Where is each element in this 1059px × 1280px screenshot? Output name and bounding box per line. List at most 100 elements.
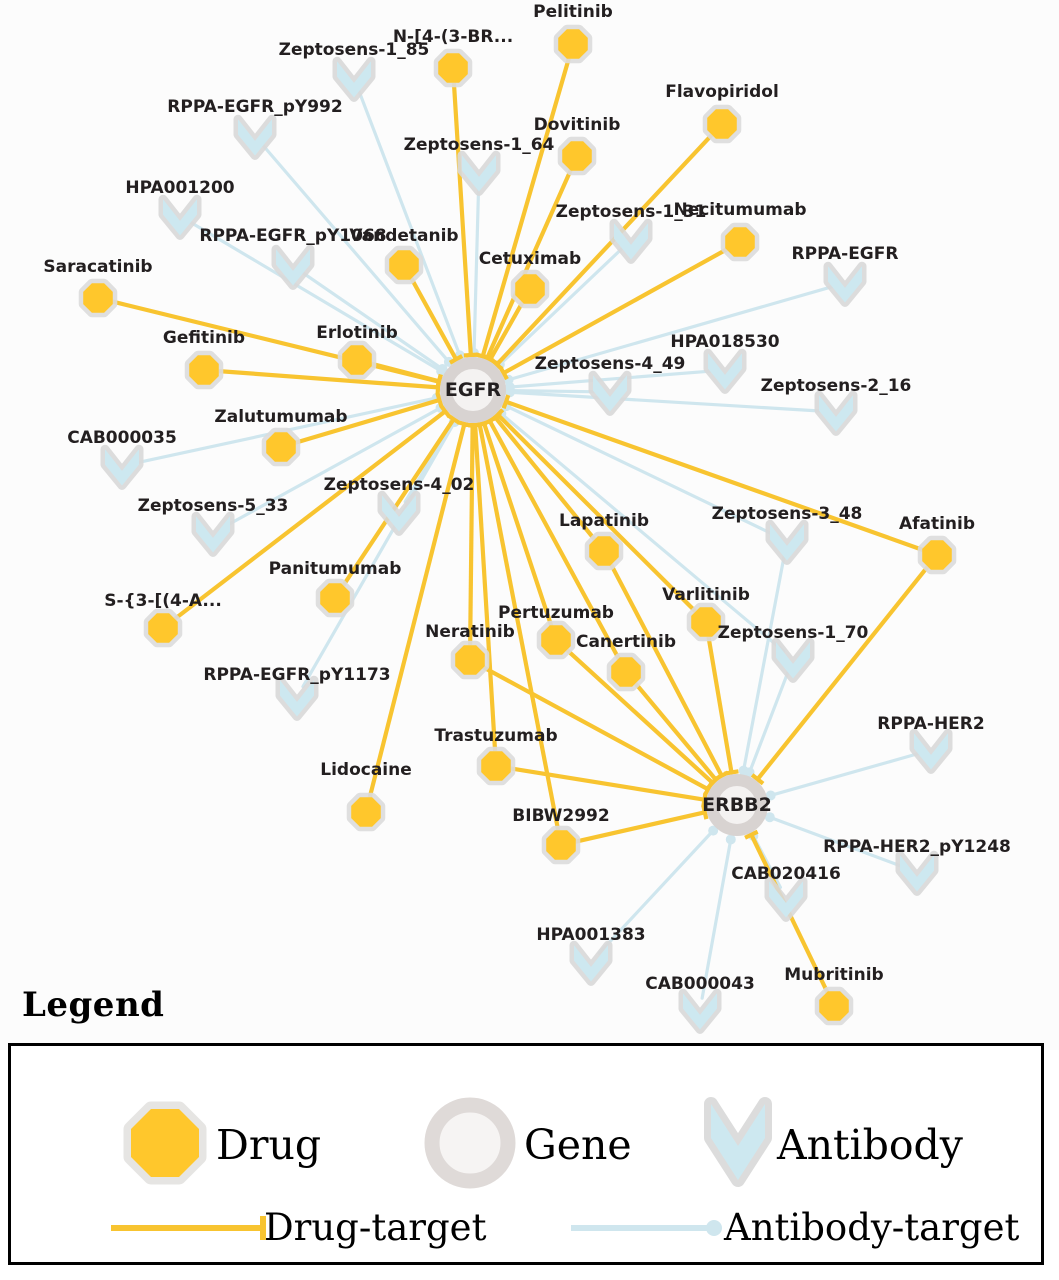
antibody-target-edge <box>508 388 600 394</box>
antibody-target-edge <box>301 271 445 371</box>
legend-label-antibody: Antibody <box>777 1121 963 1169</box>
drug-node[interactable] <box>143 608 183 648</box>
antibody-node[interactable] <box>275 675 319 721</box>
antibody-edge-endpoint <box>744 767 755 778</box>
antibody-node-label: RPPA-EGFR_pY1173 <box>203 665 390 685</box>
drug-node-label: Cetuximab <box>479 249 581 269</box>
drug-node[interactable] <box>584 531 624 571</box>
antibody-node[interactable] <box>569 940 613 986</box>
antibody-icon <box>337 61 371 98</box>
drug-node-label: Lapatinib <box>559 511 649 531</box>
antibody-node[interactable] <box>271 244 315 290</box>
drug-icon <box>351 797 381 827</box>
drug-node[interactable] <box>261 427 301 467</box>
antibody-node[interactable] <box>771 637 815 683</box>
antibody-icon <box>770 524 804 561</box>
drug-node[interactable] <box>606 652 646 692</box>
antibody-node[interactable] <box>377 490 421 536</box>
drug-icon <box>438 53 468 83</box>
legend-antibody-target-edge <box>571 1220 722 1236</box>
antibody-node[interactable] <box>765 519 809 565</box>
drug-target-edge <box>451 82 473 356</box>
antibody-node[interactable] <box>332 56 376 102</box>
antibody-node[interactable] <box>233 114 277 160</box>
antibody-target-edge <box>301 420 457 689</box>
drug-target-edge <box>510 766 705 802</box>
drug-icon <box>148 613 178 643</box>
legend-label-drug-target: Drug-target <box>264 1206 487 1249</box>
drug-target-edge <box>370 361 440 384</box>
drug-node[interactable] <box>433 48 473 88</box>
drug-node[interactable] <box>557 136 597 176</box>
antibody-node[interactable] <box>909 728 953 774</box>
antibody-node[interactable] <box>703 348 747 394</box>
drug-icon <box>589 536 619 566</box>
drug-node[interactable] <box>78 278 118 318</box>
antibody-node[interactable] <box>764 876 808 922</box>
antibody-icon <box>238 119 272 156</box>
gene-node[interactable] <box>440 357 506 423</box>
labels-layer: EGFR ERBB2 Zeptosens-1_85 RPPA-EGFR_pY992 Ze… <box>43 2 1010 994</box>
drug-node[interactable] <box>702 104 742 144</box>
drug-node[interactable] <box>346 792 386 832</box>
antibody-node[interactable] <box>158 194 202 240</box>
drug-node[interactable] <box>510 269 550 309</box>
antibody-node-label: RPPA-HER2 <box>877 714 984 734</box>
drug-target-edge <box>633 682 718 782</box>
drug-target-edge <box>609 563 724 777</box>
antibody-icon <box>382 495 416 532</box>
drug-node[interactable] <box>814 986 854 1026</box>
antibody-node[interactable] <box>609 218 653 264</box>
drug-node[interactable] <box>384 245 424 285</box>
antibody-node[interactable] <box>823 261 867 307</box>
drug-edge-tbar <box>744 829 759 840</box>
antibody-node[interactable] <box>895 850 939 896</box>
antibody-icon <box>614 223 648 260</box>
drug-node-label: Panitumumab <box>269 559 402 579</box>
drug-node[interactable] <box>536 620 576 660</box>
drug-node-label: Pelitinib <box>533 2 613 22</box>
drug-icon <box>691 607 721 637</box>
antibody-target-edge <box>188 220 443 373</box>
legend-label-drug: Drug <box>216 1121 322 1169</box>
drug-node[interactable] <box>315 578 355 618</box>
drug-node-label: Gefitinib <box>163 328 245 348</box>
drug-icon <box>541 625 571 655</box>
antibody-edge-endpoint <box>765 790 776 801</box>
drug-node[interactable] <box>686 602 726 642</box>
drug-target-edge <box>502 247 728 375</box>
drug-node[interactable] <box>541 825 581 865</box>
drug-target-edge <box>505 399 924 552</box>
drug-target-edge <box>473 424 498 752</box>
drug-node[interactable] <box>553 24 593 64</box>
antibody-node[interactable] <box>588 370 632 416</box>
antibody-node-label: Zeptosens-5_33 <box>138 496 289 516</box>
drug-node[interactable] <box>917 535 957 575</box>
drug-node-label: Neratinib <box>425 622 515 642</box>
antibody-node[interactable] <box>191 511 235 557</box>
drug-node-label: S-{3-[(4-A... <box>104 591 222 611</box>
antibody-icon <box>276 249 310 286</box>
drug-edge-tbar <box>435 373 443 389</box>
antibody-icon <box>828 266 862 303</box>
gene-node[interactable] <box>706 774 768 836</box>
legend-box: Drug Gene Antibody Drug-target Antibody-… <box>8 1043 1044 1265</box>
antibody-node-label: Zeptosens-1_31 <box>556 202 707 222</box>
drug-node[interactable] <box>476 746 516 786</box>
drug-node[interactable] <box>450 640 490 680</box>
antibody-node[interactable] <box>814 390 858 436</box>
antibody-icon <box>280 680 314 717</box>
antibody-target-edge <box>508 369 715 389</box>
antibody-node-label: HPA001383 <box>536 925 645 945</box>
antibody-node[interactable] <box>457 150 501 196</box>
drug-node[interactable] <box>720 222 760 262</box>
antibody-edge-endpoint <box>443 356 454 367</box>
drug-edge-tbar <box>501 394 511 410</box>
antibody-node[interactable] <box>678 988 722 1034</box>
antibody-node[interactable] <box>100 444 144 490</box>
drug-target-edge <box>173 409 447 621</box>
drug-icon <box>320 583 350 613</box>
antibody-target-edge <box>356 87 462 358</box>
drug-node[interactable] <box>184 350 224 390</box>
drug-node[interactable] <box>337 340 377 380</box>
